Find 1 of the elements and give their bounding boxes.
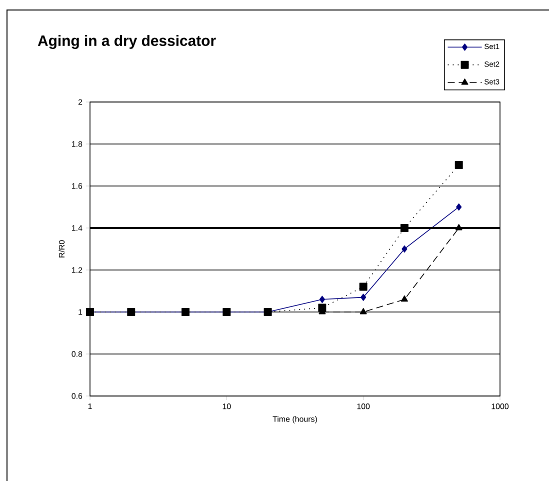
chart-title: Aging in a dry dessicator xyxy=(38,34,216,49)
